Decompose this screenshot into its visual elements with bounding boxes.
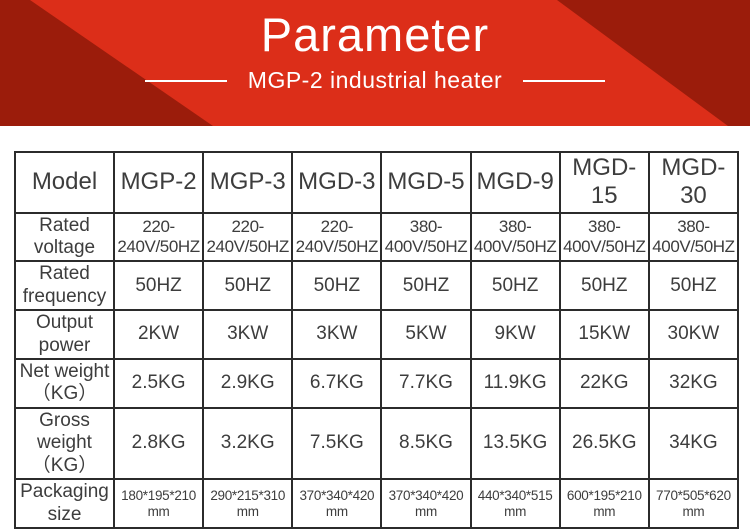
- column-header: MGD-15: [558, 151, 650, 214]
- table-cell: 50HZ: [291, 260, 383, 312]
- table-cell: 3KW: [291, 309, 383, 361]
- row-label: Output power: [14, 309, 115, 361]
- table-cell: 220- 240V/50HZ: [202, 211, 294, 263]
- row-label: Rated frequency: [14, 260, 115, 312]
- table-cell: 50HZ: [647, 260, 740, 312]
- table-cell: 370*340*420 mm: [291, 478, 383, 529]
- table-cell: 220- 240V/50HZ: [112, 211, 205, 263]
- parameter-table: Model MGP-2 MGP-3 MGD-3 MGD-5 MGD-9 MGD-15 MGD-…: [14, 151, 740, 529]
- table-cell: 5KW: [380, 309, 472, 361]
- table-cell: 50HZ: [558, 260, 650, 312]
- table-cell: 380- 400V/50HZ: [380, 211, 472, 263]
- table-cell: 50HZ: [469, 260, 561, 312]
- table-cell: 440*340*515 mm: [469, 478, 561, 529]
- row-label: Packaging size: [14, 478, 115, 529]
- column-header: MGD-9: [469, 151, 561, 214]
- table-cell: 2.5KG: [112, 358, 205, 409]
- table-cell: 2.8KG: [112, 406, 205, 481]
- table-section: Model MGP-2 MGP-3 MGD-3 MGD-5 MGD-9 MGD-15 MGD-…: [14, 151, 750, 529]
- table-cell: 15KW: [558, 309, 650, 361]
- table-cell: 380- 400V/50HZ: [469, 211, 561, 263]
- table-cell: 8.5KG: [380, 406, 472, 481]
- subtitle-left-line: [144, 79, 227, 82]
- page-subtitle: MGP-2 industrial heater: [247, 67, 503, 94]
- table-cell: 11.9KG: [469, 358, 561, 409]
- table-row: Output power 2KW 3KW 3KW 5KW 9KW 15KW 30KW: [14, 309, 740, 361]
- subtitle-right-line: [523, 79, 606, 82]
- table-cell: 3.2KG: [202, 406, 294, 481]
- table-cell: 50HZ: [202, 260, 294, 312]
- table-cell: 6.7KG: [291, 358, 383, 409]
- table-cell: 770*505*620 mm: [647, 478, 740, 529]
- table-cell: 3KW: [202, 309, 294, 361]
- table-cell: 9KW: [469, 309, 561, 361]
- table-row: Packaging size 180*195*210 mm 290*215*310 …: [14, 478, 740, 529]
- table-row: Rated frequency 50HZ 50HZ 50HZ 50HZ 50HZ 50HZ 5…: [14, 260, 740, 312]
- row-label: Gross weight （KG）: [14, 406, 115, 481]
- table-cell: 30KW: [647, 309, 740, 361]
- table-cell: 26.5KG: [558, 406, 650, 481]
- column-header: MGD-30: [647, 151, 740, 214]
- subtitle-row: MGP-2 industrial heater: [0, 67, 750, 94]
- page-title: Parameter: [260, 8, 490, 61]
- row-label: Rated voltage: [14, 211, 115, 263]
- table-cell: 2.9KG: [202, 358, 294, 409]
- table-cell: 7.5KG: [291, 406, 383, 481]
- table-cell: 7.7KG: [380, 358, 472, 409]
- table-cell: 2KW: [112, 309, 205, 361]
- table-cell: 600*195*210 mm: [558, 478, 650, 529]
- table-row: Rated voltage 220- 240V/50HZ 220- 240V/50H…: [14, 211, 740, 263]
- table-cell: 370*340*420 mm: [380, 478, 472, 529]
- table-cell: 32KG: [647, 358, 740, 409]
- table-cell: 290*215*310 mm: [202, 478, 294, 529]
- table-row: Gross weight （KG） 2.8KG 3.2KG 7.5KG 8.5KG 13.…: [14, 406, 740, 481]
- table-cell: 380- 400V/50HZ: [558, 211, 650, 263]
- banner: Parameter MGP-2 industrial heater: [0, 0, 750, 126]
- column-header: MGP-3: [202, 151, 294, 214]
- table-cell: 50HZ: [112, 260, 205, 312]
- column-header: MGP-2: [112, 151, 205, 214]
- table-cell: 220- 240V/50HZ: [291, 211, 383, 263]
- column-header: MGD-5: [380, 151, 472, 214]
- row-label: Net weight （KG）: [14, 358, 115, 409]
- table-row: Net weight （KG） 2.5KG 2.9KG 6.7KG 7.7KG 11.9K…: [14, 358, 740, 409]
- table-cell: 180*195*210 mm: [112, 478, 205, 529]
- table-cell: 22KG: [558, 358, 650, 409]
- table-cell: 13.5KG: [469, 406, 561, 481]
- table-cell: 380- 400V/50HZ: [647, 211, 740, 263]
- table-cell: 50HZ: [380, 260, 472, 312]
- model-header-cell: Model: [14, 151, 115, 214]
- column-header: MGD-3: [291, 151, 383, 214]
- table-cell: 34KG: [647, 406, 740, 481]
- table-header-row: Model MGP-2 MGP-3 MGD-3 MGD-5 MGD-9 MGD-15 MGD-…: [14, 151, 740, 214]
